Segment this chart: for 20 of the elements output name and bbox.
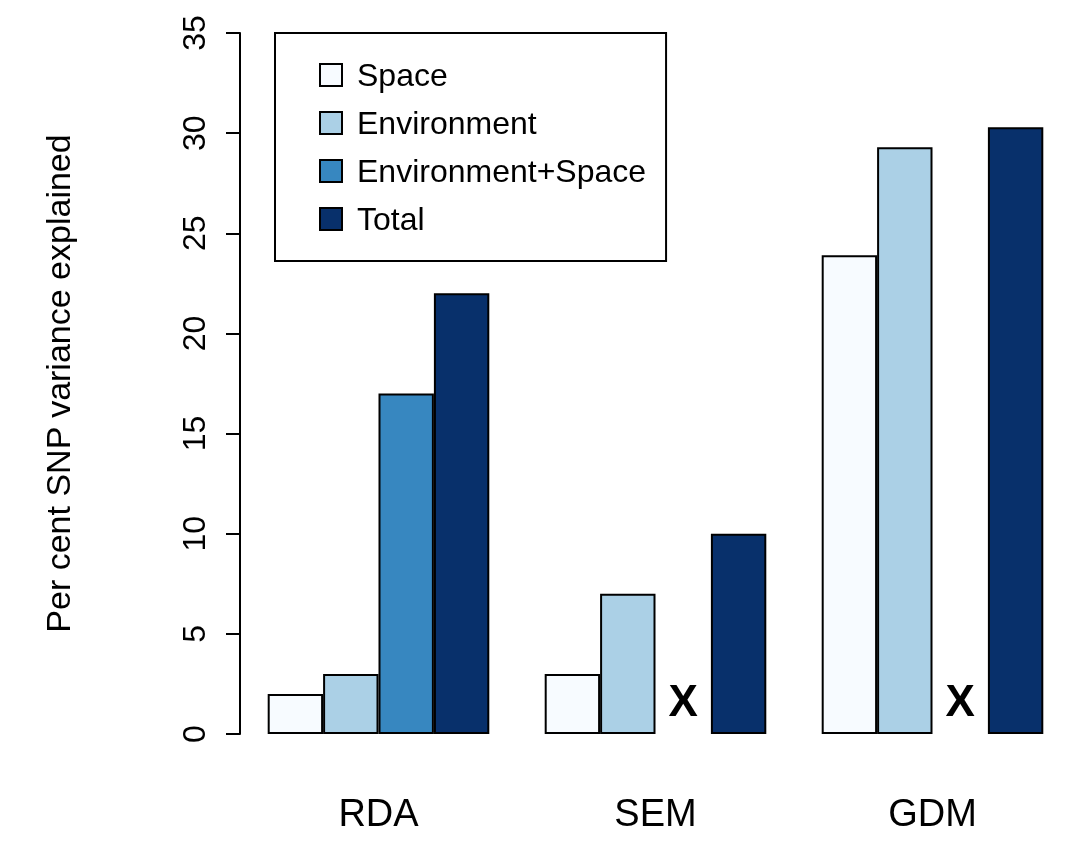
x-tick-label: RDA: [338, 792, 420, 834]
x-tick-label: SEM: [614, 792, 697, 834]
y-tick-label: 5: [176, 624, 212, 643]
legend-label: Space: [357, 57, 448, 93]
y-tick-label: 0: [176, 725, 212, 743]
bar: [710, 533, 767, 734]
bar: [987, 127, 1044, 734]
annotation: X: [945, 675, 975, 725]
legend-label: Environment+Space: [357, 153, 647, 189]
annotation: X: [668, 675, 698, 725]
y-tick-label: 10: [176, 515, 212, 552]
y-tick-label: 20: [176, 315, 212, 352]
y-tick-label: 25: [176, 215, 212, 252]
y-tick-label: 35: [176, 15, 212, 51]
x-tick-label: GDM: [888, 792, 977, 834]
legend-label: Total: [357, 201, 425, 237]
y-tick-label: 15: [176, 415, 212, 452]
legend-label: Environment: [357, 105, 537, 141]
y-axis-title: Per cent SNP variance explained: [39, 134, 77, 633]
y-tick-label: 30: [176, 115, 212, 151]
